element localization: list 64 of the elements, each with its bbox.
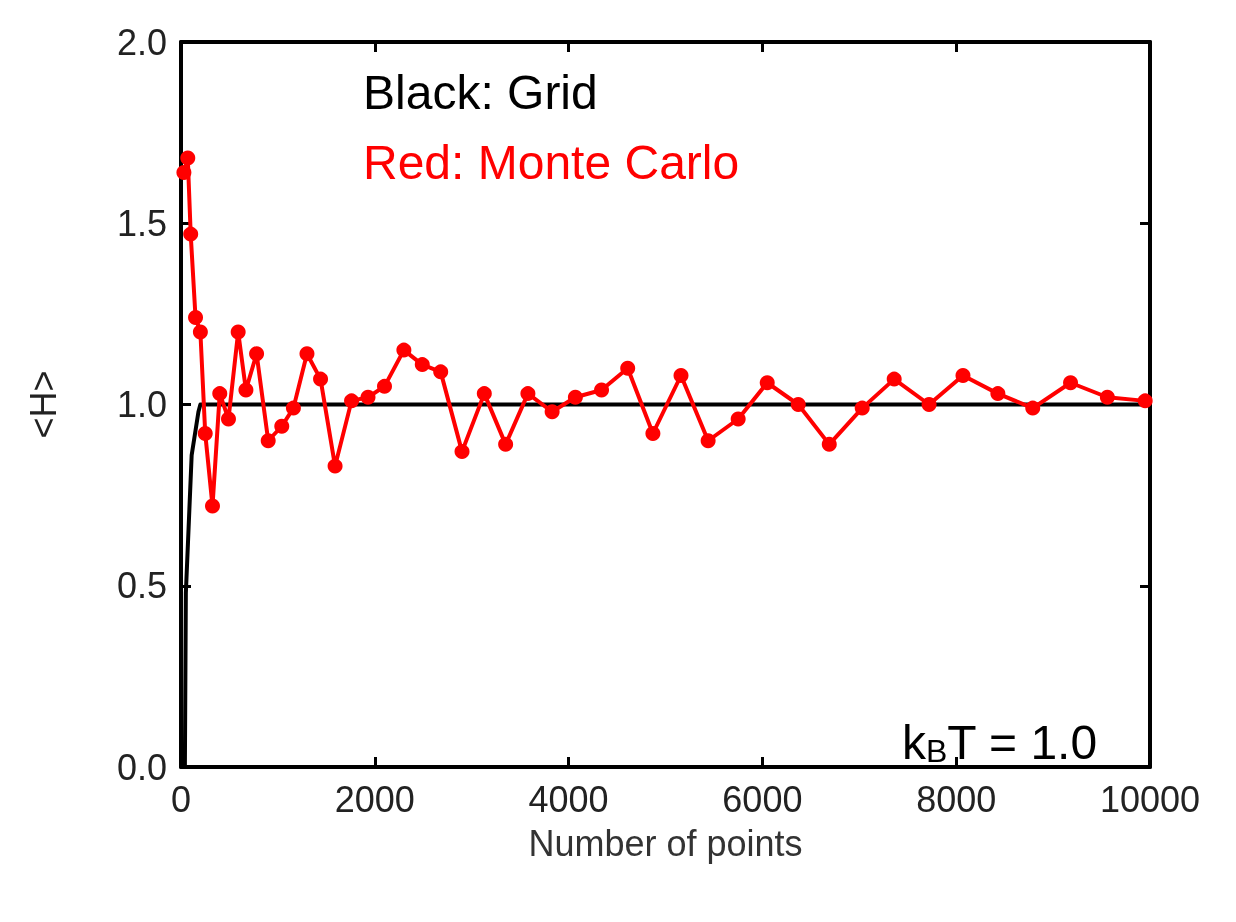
x-tick-label: 0 — [170, 778, 192, 820]
point — [238, 382, 254, 398]
point — [645, 426, 661, 441]
point — [955, 368, 971, 383]
point — [221, 411, 236, 427]
point — [700, 433, 716, 449]
point — [1137, 393, 1153, 409]
x-tick-label: 10000 — [1099, 778, 1201, 820]
x-tick-label: 2000 — [334, 778, 415, 820]
y-tick-label: 0.0 — [116, 746, 167, 788]
y-tick-label: 1.5 — [116, 202, 167, 244]
point — [433, 364, 449, 380]
point — [377, 378, 392, 394]
point — [344, 393, 360, 409]
point — [594, 382, 610, 398]
point — [212, 386, 228, 402]
annotation: Black: Grid — [363, 65, 598, 119]
point — [180, 150, 196, 166]
point — [544, 404, 560, 420]
point — [197, 426, 213, 441]
point — [327, 458, 343, 474]
point — [921, 397, 937, 412]
point — [188, 310, 204, 325]
point — [854, 400, 870, 416]
point — [990, 386, 1006, 402]
point — [476, 386, 492, 402]
point — [673, 368, 689, 383]
point — [299, 346, 315, 362]
point — [285, 400, 301, 416]
x-tick-label: 4000 — [528, 778, 609, 820]
point — [620, 360, 636, 376]
point — [274, 418, 290, 434]
point — [730, 411, 746, 427]
y-tick-label: 2.0 — [116, 21, 167, 63]
point — [520, 386, 536, 402]
y-tick-label: 1.0 — [116, 384, 167, 425]
point — [176, 165, 192, 180]
y-tick-label: 0.5 — [116, 565, 167, 607]
point — [260, 433, 276, 449]
annotation: Red: Monte Carlo — [363, 135, 740, 189]
point — [360, 389, 376, 405]
point — [1063, 375, 1079, 391]
y-axis-title: <H> — [22, 370, 64, 439]
point — [183, 226, 199, 242]
point — [249, 346, 265, 362]
point — [313, 371, 329, 387]
point — [230, 324, 246, 340]
point — [759, 375, 775, 391]
x-axis-title: Number of points — [528, 822, 803, 864]
point — [821, 436, 837, 452]
point — [1025, 400, 1041, 416]
point — [414, 357, 430, 373]
x-tick-label: 8000 — [916, 778, 997, 820]
point — [454, 444, 470, 460]
point — [790, 397, 806, 412]
point — [205, 498, 220, 514]
point — [1099, 389, 1115, 405]
annotation: kBT = 1.0 — [901, 715, 1098, 769]
point — [192, 324, 208, 340]
point — [498, 436, 514, 452]
x-tick-label: 6000 — [722, 778, 803, 820]
point — [567, 389, 583, 405]
point — [396, 342, 412, 358]
point — [886, 371, 902, 387]
